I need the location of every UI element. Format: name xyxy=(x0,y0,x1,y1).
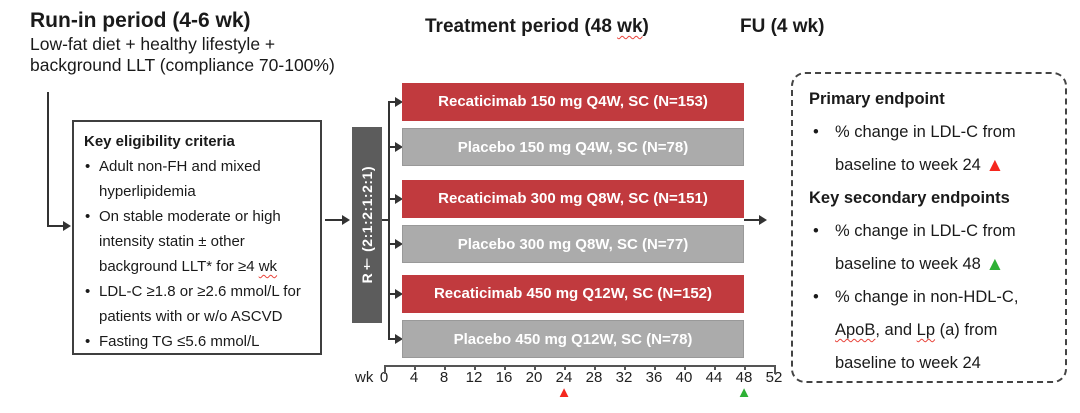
bullet-icon: • xyxy=(813,222,819,240)
branch-arrowhead-icon xyxy=(395,193,403,204)
primary-endpoint-title: Primary endpoint xyxy=(809,90,945,108)
axis-tick-4: 4 xyxy=(399,365,429,386)
treatment-period-header: Treatment period (48 wk) xyxy=(425,16,649,37)
eligibility-item-text: Fasting TG ≤5.6 mmol/L xyxy=(99,333,260,350)
secondary-endpoint-item: • % change in non-HDL-C, ApoB, and Lp (a)… xyxy=(809,281,1055,380)
week48-green-triangle-icon: ▲ xyxy=(736,384,752,401)
arm-placebo-150-q4w: Placebo 150 mg Q4W, SC (N=78) xyxy=(402,128,744,166)
axis-line xyxy=(384,365,774,367)
eligibility-item: • On stable moderate or high intensity st… xyxy=(84,204,312,279)
primary-endpoint-item: • % change in LDL-C from baseline to week… xyxy=(809,116,1055,182)
run-in-title: Run-in period (4-6 wk) xyxy=(30,9,251,32)
bullet-icon: • xyxy=(813,123,819,141)
elbow-connector-horizontal xyxy=(47,225,64,227)
axis-tick-44: 44 xyxy=(699,365,729,386)
arms-to-endpoints-arrowhead-icon xyxy=(759,214,767,225)
bullet-icon: • xyxy=(85,208,91,225)
branch-arrowhead-icon xyxy=(395,333,403,344)
axis-tick-16: 16 xyxy=(489,365,519,386)
bullet-icon: • xyxy=(85,333,91,350)
follow-up-header: FU (4 wk) xyxy=(740,16,825,37)
branch-line xyxy=(389,293,396,295)
branch-line xyxy=(389,338,396,340)
secondary-endpoint-text: % change in non-HDL-C, ApoB, and Lp (a) f… xyxy=(835,288,1019,372)
arm-placebo-450-q12w: Placebo 450 mg Q12W, SC (N=78) xyxy=(402,320,744,358)
randomization-label: R† (2:1:2:1:2:1) xyxy=(359,166,375,284)
eligibility-to-randomization-line xyxy=(325,219,343,221)
branch-arrowhead-icon xyxy=(395,238,403,249)
eligibility-criteria-box: Key eligibility criteria • Adult non-FH … xyxy=(72,120,322,355)
axis-unit-label: wk xyxy=(355,369,374,386)
arms-to-endpoints-line xyxy=(744,219,760,221)
elbow-connector-vertical xyxy=(47,92,49,227)
axis-tick-28: 28 xyxy=(579,365,609,386)
secondary-endpoint-text: % change in LDL-C from baseline to week 4… xyxy=(835,222,1016,275)
branch-arrowhead-icon xyxy=(395,96,403,107)
primary-endpoint-text: % change in LDL-C from baseline to week 2… xyxy=(835,123,1016,176)
branch-line xyxy=(389,146,396,148)
elbow-arrowhead-icon xyxy=(63,220,71,231)
branch-line xyxy=(389,198,396,200)
branch-line xyxy=(389,101,396,103)
endpoints-box: Primary endpoint • % change in LDL-C fro… xyxy=(791,72,1067,383)
secondary-endpoints-title: Key secondary endpoints xyxy=(809,189,1010,207)
axis-tick-36: 36 xyxy=(639,365,669,386)
week24-red-triangle-icon: ▲ xyxy=(556,384,572,401)
branch-line xyxy=(389,243,396,245)
eligibility-item-text: Adult non-FH and mixed hyperlipidemia xyxy=(99,158,261,200)
axis-tick-20: 20 xyxy=(519,365,549,386)
run-in-header: Run-in period (4-6 wk) Low-fat diet + he… xyxy=(30,8,335,76)
bullet-icon: • xyxy=(813,288,819,306)
axis-tick-8: 8 xyxy=(429,365,459,386)
arm-placebo-300-q8w: Placebo 300 mg Q8W, SC (N=77) xyxy=(402,225,744,263)
secondary-endpoint-item: • % change in LDL-C from baseline to week… xyxy=(809,215,1055,281)
axis-tick-32: 32 xyxy=(609,365,639,386)
axis-tick-48: 48 xyxy=(729,365,759,386)
eligibility-title: Key eligibility criteria xyxy=(84,133,235,150)
bullet-icon: • xyxy=(85,283,91,300)
axis-tick-12: 12 xyxy=(459,365,489,386)
branch-trunk-line xyxy=(388,101,390,340)
eligibility-item: • Fasting TG ≤5.6 mmol/L xyxy=(84,329,312,354)
eligibility-item-text: On stable moderate or high intensity stat… xyxy=(99,208,281,275)
axis-tick-0: 0 xyxy=(369,365,399,386)
eligibility-item-text: LDL-C ≥1.8 or ≥2.6 mmol/L for patients wi… xyxy=(99,283,301,325)
arm-recaticimab-300-q8w: Recaticimab 300 mg Q8W, SC (N=151) xyxy=(402,180,744,218)
branch-arrowhead-icon xyxy=(395,141,403,152)
arm-recaticimab-450-q12w: Recaticimab 450 mg Q12W, SC (N=152) xyxy=(402,275,744,313)
run-in-line2: background LLT (compliance 70-100%) xyxy=(30,55,335,75)
randomization-box: R† (2:1:2:1:2:1) xyxy=(352,127,382,323)
eligibility-to-randomization-arrowhead-icon xyxy=(342,214,350,225)
arm-recaticimab-150-q4w: Recaticimab 150 mg Q4W, SC (N=153) xyxy=(402,83,744,121)
branch-stub-line xyxy=(382,219,389,221)
branch-arrowhead-icon xyxy=(395,288,403,299)
run-in-line1: Low-fat diet + healthy lifestyle + xyxy=(30,34,276,54)
bullet-icon: • xyxy=(85,158,91,175)
eligibility-item: • LDL-C ≥1.8 or ≥2.6 mmol/L for patients … xyxy=(84,279,312,329)
axis-tick-52: 52 xyxy=(759,365,789,386)
axis-tick-24: 24 xyxy=(549,365,579,386)
eligibility-item: • Adult non-FH and mixed hyperlipidemia xyxy=(84,154,312,204)
axis-tick-40: 40 xyxy=(669,365,699,386)
